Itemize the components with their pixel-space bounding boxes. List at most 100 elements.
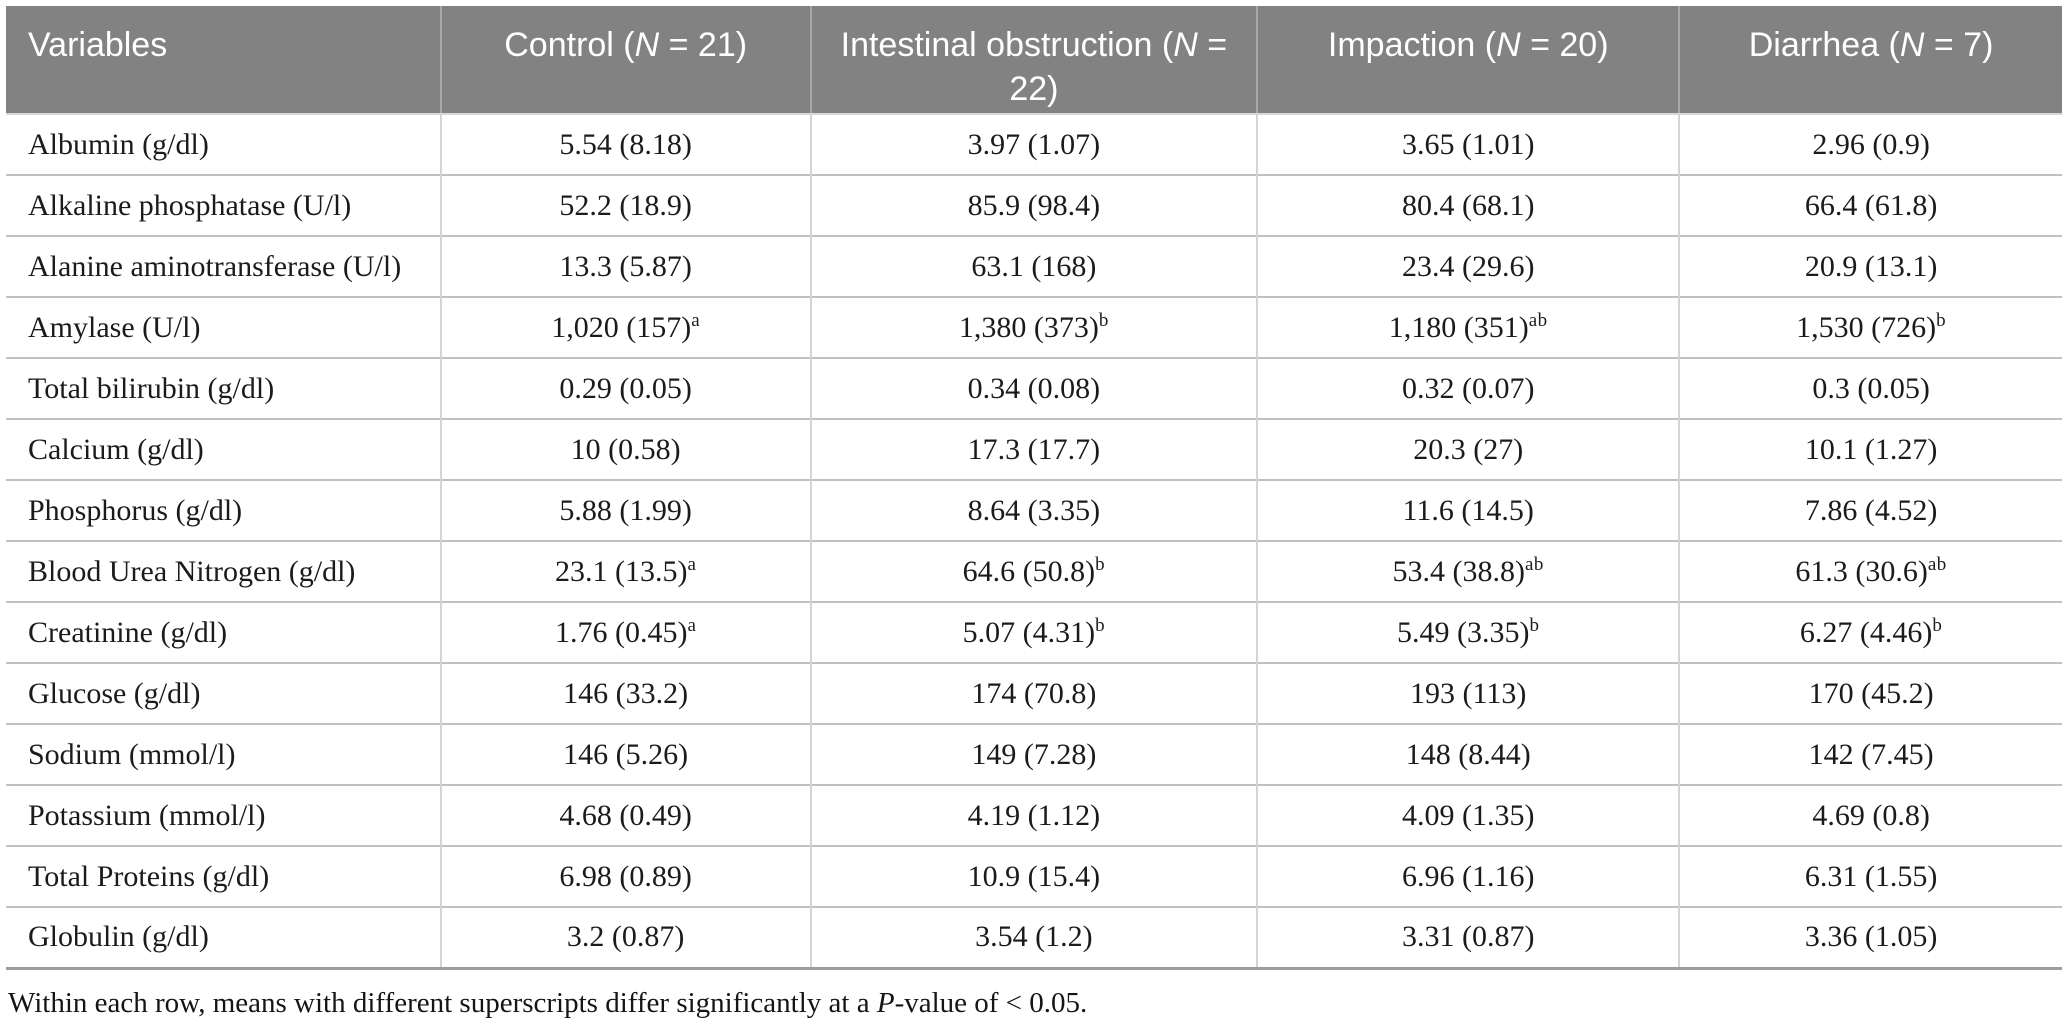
value-cell: 4.19 (1.12) [809,784,1258,846]
value-cell: 149 (7.28) [809,723,1258,785]
value-cell: 148 (8.44) [1256,723,1680,785]
value-cell: 1,180 (351)ab [1256,296,1680,358]
significance-superscript: b [1936,309,1947,331]
sample-size-n: N [634,26,660,64]
variable-name-cell: Alanine aminotransferase (U/l) [6,235,441,297]
variable-name-cell: Alkaline phosphatase (U/l) [6,174,441,236]
significance-superscript: a [687,553,697,575]
value-cell: 66.4 (61.8) [1678,174,2062,236]
variable-name-cell: Glucose (g/dl) [6,662,441,724]
value-cell: 1,020 (157)a [439,296,811,358]
table-row: Sodium (mmol/l) 146 (5.26) 149 (7.28) 148 (… [6,723,2062,785]
value-cell: 146 (33.2) [439,662,811,724]
table-row: Amylase (U/l) 1,020 (157)a 1,380 (373)b 1,1… [6,296,2062,358]
value-cell: 20.9 (13.1) [1678,235,2062,297]
significance-superscript: a [687,614,697,636]
variable-name-cell: Creatinine (g/dl) [6,601,441,663]
significance-superscript: b [1098,309,1109,331]
value-cell: 3.36 (1.05) [1678,906,2062,968]
value-cell: 193 (113) [1256,662,1680,724]
table-row: Glucose (g/dl) 146 (33.2) 174 (70.8) 193 (1… [6,662,2062,724]
value-cell: 0.34 (0.08) [809,357,1258,419]
table-row: Phosphorus (g/dl) 5.88 (1.99) 8.64 (3.35) 1… [6,479,2062,541]
significance-superscript: b [1932,614,1943,636]
value-cell: 2.96 (0.9) [1678,114,2062,175]
variable-name-cell: Phosphorus (g/dl) [6,479,441,541]
value-cell: 6.96 (1.16) [1256,845,1680,907]
value-cell: 20.3 (27) [1256,418,1680,480]
value-cell: 7.86 (4.52) [1678,479,2062,541]
value-cell: 53.4 (38.8)ab [1256,540,1680,602]
value-cell: 3.2 (0.87) [439,906,811,968]
value-cell: 0.3 (0.05) [1678,357,2062,419]
column-header-group: Intestinal obstruction (N = 22) [809,6,1258,115]
value-cell: 10 (0.58) [439,418,811,480]
table-body: Albumin (g/dl) 5.54 (8.18) 3.97 (1.07) 3.65… [6,114,2062,968]
value-cell: 23.4 (29.6) [1256,235,1680,297]
value-cell: 5.54 (8.18) [439,114,811,175]
sample-size-n: N [1899,26,1925,64]
value-cell: 0.32 (0.07) [1256,357,1680,419]
p-value-symbol: P [876,986,895,1019]
significance-superscript: ab [1927,553,1947,575]
value-cell: 23.1 (13.5)a [439,540,811,602]
significance-superscript: b [1529,614,1540,636]
value-cell: 8.64 (3.35) [809,479,1258,541]
variable-name-cell: Sodium (mmol/l) [6,723,441,785]
value-cell: 1,380 (373)b [809,296,1258,358]
table-header: Variables Control (N = 21) Intestinal obst… [6,6,2062,115]
column-header-group: Diarrhea (N = 7) [1678,6,2062,115]
value-cell: 63.1 (168) [809,235,1258,297]
variable-name-cell: Total bilirubin (g/dl) [6,357,441,419]
table-row: Total Proteins (g/dl) 6.98 (0.89) 10.9 (15… [6,845,2062,907]
table-header-row: Variables Control (N = 21) Intestinal obst… [6,6,2062,115]
variable-name-cell: Albumin (g/dl) [6,114,441,175]
value-cell: 5.49 (3.35)b [1256,601,1680,663]
value-cell: 6.31 (1.55) [1678,845,2062,907]
value-cell: 4.68 (0.49) [439,784,811,846]
table-footnote: Within each row, means with different su… [8,986,1088,1019]
value-cell: 6.27 (4.46)b [1678,601,2062,663]
value-cell: 142 (7.45) [1678,723,2062,785]
table-row: Creatinine (g/dl) 1.76 (0.45)a 5.07 (4.31)… [6,601,2062,663]
significance-superscript: ab [1528,309,1548,331]
value-cell: 61.3 (30.6)ab [1678,540,2062,602]
value-cell: 17.3 (17.7) [809,418,1258,480]
table-row: Albumin (g/dl) 5.54 (8.18) 3.97 (1.07) 3.65… [6,114,2062,175]
significance-superscript: b [1095,614,1106,636]
value-cell: 3.54 (1.2) [809,906,1258,968]
value-cell: 5.88 (1.99) [439,479,811,541]
significance-superscript: b [1095,553,1106,575]
value-cell: 80.4 (68.1) [1256,174,1680,236]
column-header-group: Control (N = 21) [439,6,811,115]
column-header-group: Impaction (N = 20) [1256,6,1680,115]
value-cell: 10.1 (1.27) [1678,418,2062,480]
significance-superscript: ab [1524,553,1544,575]
value-cell: 4.09 (1.35) [1256,784,1680,846]
value-cell: 11.6 (14.5) [1256,479,1680,541]
variable-name-cell: Amylase (U/l) [6,296,441,358]
value-cell: 64.6 (50.8)b [809,540,1258,602]
value-cell: 5.07 (4.31)b [809,601,1258,663]
table-row: Calcium (g/dl) 10 (0.58) 17.3 (17.7) 20.3 (… [6,418,2062,480]
value-cell: 6.98 (0.89) [439,845,811,907]
value-cell: 4.69 (0.8) [1678,784,2062,846]
value-cell: 85.9 (98.4) [809,174,1258,236]
column-header-variables: Variables [6,6,441,115]
value-cell: 3.31 (0.87) [1256,906,1680,968]
variable-name-cell: Potassium (mmol/l) [6,784,441,846]
table-row: Alkaline phosphatase (U/l) 52.2 (18.9) 85.… [6,174,2062,236]
value-cell: 13.3 (5.87) [439,235,811,297]
value-cell: 10.9 (15.4) [809,845,1258,907]
table-row: Total bilirubin (g/dl) 0.29 (0.05) 0.34 (0… [6,357,2062,419]
value-cell: 0.29 (0.05) [439,357,811,419]
value-cell: 1.76 (0.45)a [439,601,811,663]
variable-name-cell: Globulin (g/dl) [6,906,441,968]
value-cell: 52.2 (18.9) [439,174,811,236]
value-cell: 1,530 (726)b [1678,296,2062,358]
sample-size-n: N [1496,26,1521,64]
variable-name-cell: Calcium (g/dl) [6,418,441,480]
table-row: Potassium (mmol/l) 4.68 (0.49) 4.19 (1.12)… [6,784,2062,846]
significance-superscript: a [691,309,701,331]
